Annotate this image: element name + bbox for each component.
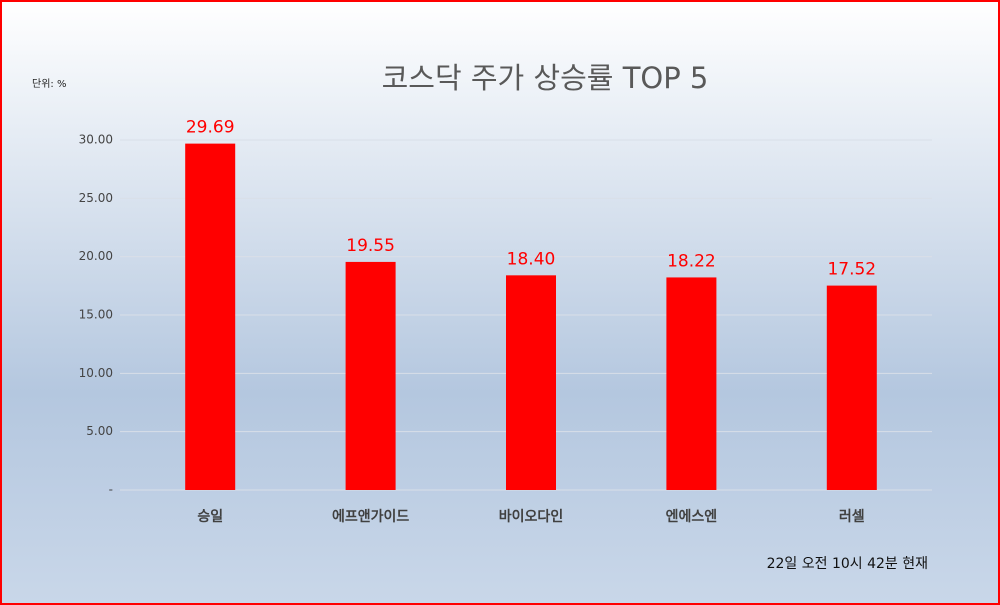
y-tick-label: 30.00 <box>79 133 113 147</box>
y-tick-label: 20.00 <box>79 249 113 263</box>
bar <box>666 277 717 490</box>
x-tick-label: 승일 <box>197 509 223 525</box>
x-tick-label: 에프앤가이드 <box>332 508 409 525</box>
y-tick-label: 5.00 <box>86 424 113 438</box>
footnote: 22일 오전 10시 42분 현재 <box>767 556 928 572</box>
value-label: 18.40 <box>507 249 556 269</box>
x-tick-label: 엔에스엔 <box>666 508 718 525</box>
value-label: 18.22 <box>667 251 716 271</box>
x-tick-label: 바이오다인 <box>499 508 563 525</box>
unit-label: 단위: % <box>32 77 66 90</box>
y-tick-label: - <box>109 483 113 497</box>
bar <box>506 275 556 490</box>
y-tick-label: 25.00 <box>79 191 113 205</box>
x-tick-label: 러셀 <box>839 509 865 525</box>
bar <box>345 261 396 490</box>
y-tick-label: 10.00 <box>79 366 113 380</box>
chart-title: 코스닥 주가 상승률 TOP 5 <box>382 61 709 95</box>
bar <box>826 285 877 490</box>
value-label: 17.52 <box>827 260 876 280</box>
y-tick-label: 15.00 <box>79 308 113 322</box>
bar <box>185 143 236 490</box>
value-label: 19.55 <box>346 236 395 256</box>
value-label: 29.69 <box>186 118 235 138</box>
